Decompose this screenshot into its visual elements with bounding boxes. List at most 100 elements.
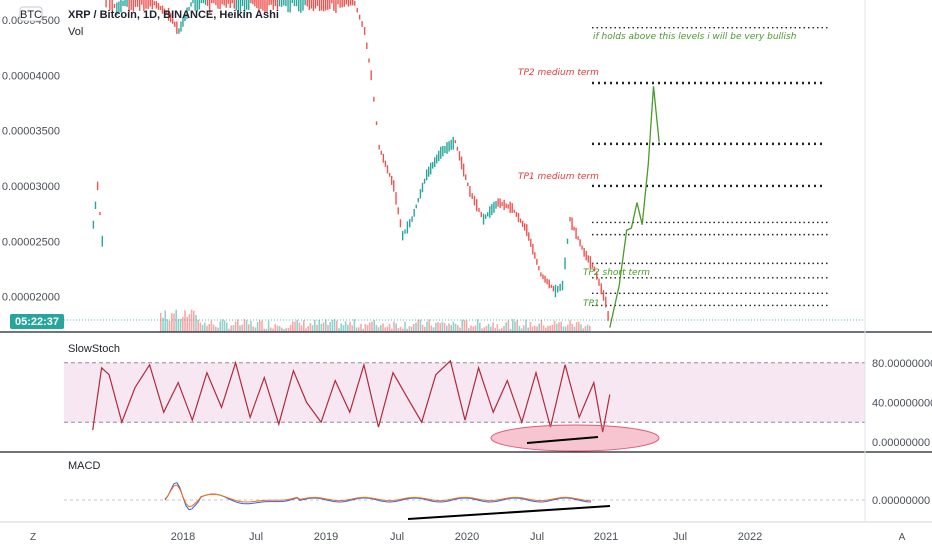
price-candle: [322, 0, 325, 12]
time-tick-label: 2019: [314, 531, 338, 543]
price-candle: [530, 238, 532, 247]
price-candle: [161, 5, 164, 14]
countdown-text: 05:22:37: [15, 316, 59, 328]
price-candle: [126, 0, 128, 7]
volume-bar: [294, 321, 296, 332]
volume-bar: [505, 322, 507, 332]
price-candle: [116, 2, 118, 16]
price-candle: [513, 209, 515, 213]
volume-bar: [261, 320, 263, 332]
price-candle: [258, 0, 260, 11]
volume-bar: [300, 325, 303, 332]
price-candle: [515, 211, 518, 217]
price-candle: [521, 220, 524, 227]
price-candle: [343, 0, 345, 7]
volume-bar: [248, 324, 250, 332]
price-candle: [349, 0, 352, 6]
volume-bar: [437, 321, 439, 332]
volume-bar: [448, 323, 450, 332]
volume-bar: [371, 321, 373, 332]
volume-bar: [285, 328, 287, 332]
price-candle: [128, 0, 130, 13]
volume-bar: [193, 310, 195, 332]
price-candle: [544, 275, 546, 283]
auto-scale-label: A: [899, 532, 906, 543]
price-candle: [519, 218, 522, 223]
volume-bar: [234, 321, 237, 332]
price-candle: [550, 284, 552, 288]
volume-bar: [336, 320, 338, 332]
price-candle: [219, 0, 221, 10]
volume-bar: [320, 324, 323, 332]
volume-bar: [527, 327, 529, 332]
price-candle: [92, 220, 95, 229]
volume-bar: [479, 322, 481, 332]
price-candle: [361, 21, 363, 27]
volume-bar: [518, 325, 521, 332]
symbol-badge-label: BTC: [20, 9, 42, 21]
price-candle: [511, 203, 513, 213]
price-candle: [96, 181, 99, 191]
price-candle: [291, 0, 294, 4]
price-candle: [287, 0, 289, 13]
price-candle: [295, 0, 298, 7]
volume-bar: [452, 321, 455, 332]
price-candle: [438, 150, 440, 162]
price-candle: [566, 238, 569, 244]
price-candle: [272, 0, 274, 10]
stoch-tick-label: 40.00000000: [872, 397, 932, 409]
price-candle: [356, 7, 358, 13]
price-candle: [204, 0, 207, 5]
stoch-tick-label: 0.00000000: [872, 437, 930, 449]
volume-bar: [465, 320, 468, 332]
price-candle: [293, 0, 296, 7]
price-candle: [186, 7, 188, 19]
volume-bar: [476, 319, 479, 332]
price-candle: [499, 198, 501, 209]
price-candle: [122, 0, 124, 6]
volume-bar: [340, 323, 342, 332]
time-tick-label: Jul: [530, 531, 544, 543]
price-candle: [517, 212, 520, 223]
volume-bar: [276, 325, 279, 332]
price-candle: [143, 0, 145, 11]
auto-scale-button[interactable]: [893, 527, 911, 545]
volume-bar: [197, 319, 199, 332]
volume-bar: [441, 321, 444, 332]
price-candle: [184, 14, 186, 22]
price-candle: [347, 0, 350, 7]
price-candle: [165, 11, 168, 15]
stoch-divergence-line: [526, 436, 599, 444]
volume-bar: [338, 328, 340, 332]
price-candle: [145, 0, 147, 9]
volume-bar: [210, 320, 213, 332]
volume-bar: [375, 325, 378, 332]
price-candle: [444, 146, 446, 154]
volume-bar: [217, 327, 219, 332]
symbol-badge[interactable]: [19, 6, 43, 22]
price-candle: [534, 252, 536, 259]
price-candle: [607, 310, 609, 321]
price-candle: [552, 286, 555, 292]
price-tick-label: 0.00002000: [2, 292, 60, 304]
price-candle: [446, 142, 448, 154]
price-candle: [497, 198, 499, 207]
volume-bar: [571, 324, 573, 332]
volume-bar: [386, 326, 389, 332]
price-candle: [324, 0, 327, 11]
price-candle: [211, 0, 213, 4]
price-candle: [397, 207, 399, 215]
volume-bar: [377, 327, 380, 332]
price-candle: [174, 21, 176, 28]
price-candle: [401, 231, 404, 241]
price-candle: [587, 255, 589, 263]
volume-bar: [373, 319, 375, 332]
volume-bar: [483, 327, 485, 332]
price-candle: [366, 42, 368, 49]
price-candle: [99, 212, 101, 216]
volume-bar: [215, 326, 217, 332]
zoom-button[interactable]: [24, 527, 42, 545]
price-candle: [456, 146, 459, 151]
price-candle: [393, 180, 395, 192]
volume-bar: [569, 320, 571, 332]
